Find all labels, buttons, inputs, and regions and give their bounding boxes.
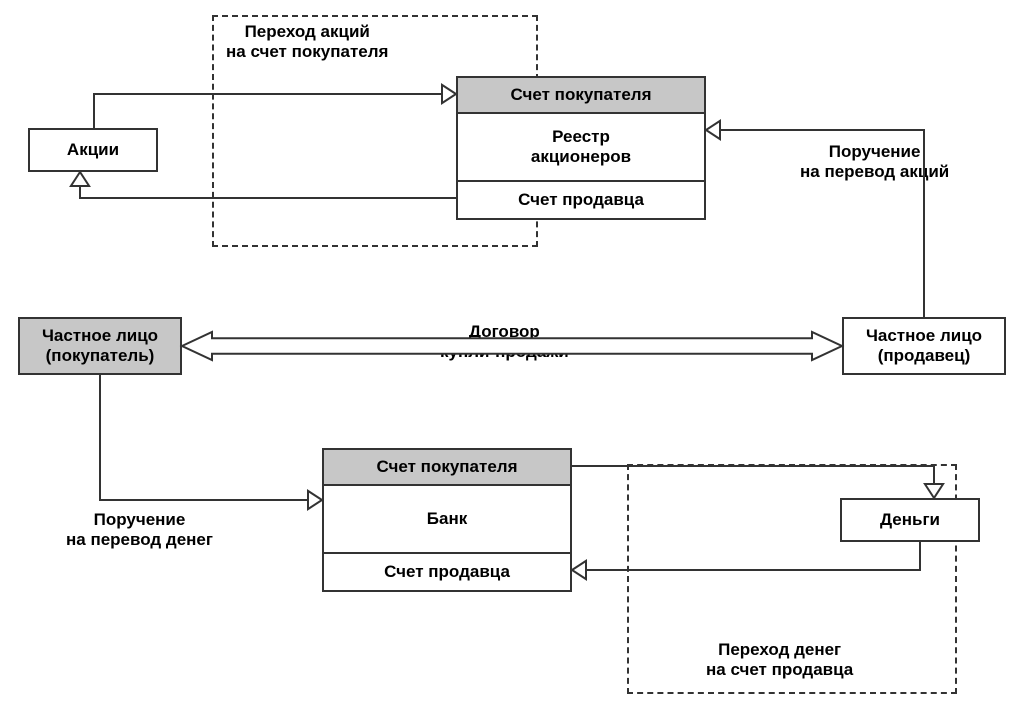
registry-body: Реестр акционеров — [458, 114, 704, 182]
label-shares-transfer: Переход акций на счет покупателя — [226, 22, 388, 63]
label-order-money: Поручение на перевод денег — [66, 510, 213, 551]
node-seller: Частное лицо (продавец) — [842, 317, 1006, 375]
bank-buyer-account: Счет покупателя — [324, 450, 570, 486]
registry-seller-account: Счет продавца — [458, 182, 704, 218]
registry-buyer-account: Счет покупателя — [458, 78, 704, 114]
node-money: Деньги — [840, 498, 980, 542]
bank-body: Банк — [324, 486, 570, 554]
label-money-transfer: Переход денег на счет продавца — [706, 640, 853, 681]
diagram-canvas: Переход акций на счет покупателя Переход… — [0, 0, 1024, 701]
label-order-shares: Поручение на перевод акций — [800, 142, 949, 183]
bank-seller-account: Счет продавца — [324, 554, 570, 590]
node-buyer: Частное лицо (покупатель) — [18, 317, 182, 375]
node-shares: Акции — [28, 128, 158, 172]
label-contract: Договор купли-продажи — [440, 322, 569, 363]
stack-registry: Счет покупателя Реестр акционеров Счет п… — [456, 76, 706, 220]
stack-bank: Счет покупателя Банк Счет продавца — [322, 448, 572, 592]
